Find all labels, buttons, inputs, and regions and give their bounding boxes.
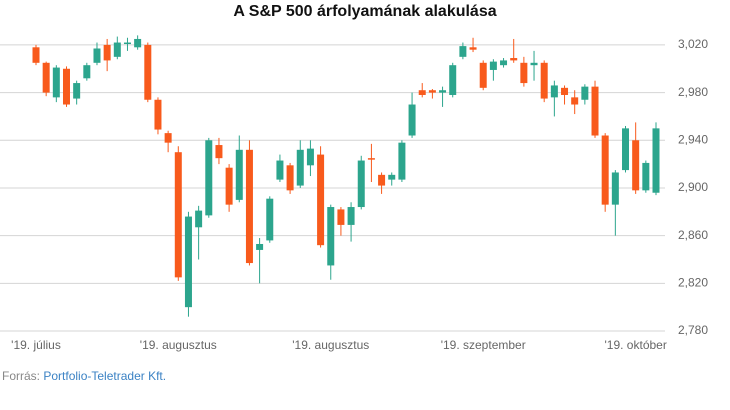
candle-body [256, 243, 264, 250]
x-tick-label: '19. szeptember [441, 338, 526, 352]
candle-body [601, 135, 609, 205]
candle-body [123, 42, 131, 45]
x-tick-label: '19. július [11, 338, 61, 352]
candle-body [418, 90, 426, 95]
y-tick-label: 3,020 [678, 37, 708, 51]
candle-body [245, 149, 253, 264]
candle-body [154, 99, 162, 130]
candle-body [306, 148, 314, 166]
y-tick-label: 2,780 [678, 323, 708, 337]
candle-body [622, 128, 630, 171]
candle-body [530, 62, 538, 66]
candle-body [337, 209, 345, 225]
candle-body [184, 216, 192, 308]
candle-body [581, 86, 589, 100]
candle-body [83, 65, 91, 79]
candle-body [550, 85, 558, 98]
x-tick-label: '19. augusztus [292, 338, 369, 352]
candle-body [113, 42, 121, 57]
candle-body [571, 97, 579, 105]
candle-body [408, 104, 416, 136]
candle-body [73, 83, 81, 99]
candle-body [469, 47, 477, 50]
candle-body [439, 90, 447, 93]
chart-title: A S&P 500 árfolyamának alakulása [233, 3, 496, 20]
candle-body [134, 38, 142, 48]
candle-body [652, 128, 660, 193]
candle-body [296, 149, 304, 186]
y-tick-label: 2,940 [678, 132, 708, 146]
candle-body [62, 68, 70, 105]
y-tick-label: 2,980 [678, 85, 708, 99]
candle-body [103, 44, 111, 61]
candle-body [42, 62, 50, 93]
candle-body [286, 165, 294, 191]
candle-body [93, 48, 101, 63]
chart: A S&P 500 árfolyamának alakulása 2,780 2,… [0, 3, 708, 352]
candle-body [347, 207, 355, 225]
y-tick-label: 2,900 [678, 180, 708, 194]
candle-body [561, 87, 569, 95]
candle-body [215, 145, 223, 159]
candle-body [32, 47, 40, 63]
candle-body [327, 207, 335, 266]
candle-body [378, 174, 386, 186]
candle-body [520, 62, 528, 84]
candle-body [195, 210, 203, 228]
source-label: Forrás: [2, 369, 41, 383]
candle-body [164, 133, 172, 143]
candle-body [144, 44, 152, 100]
candle-body [235, 149, 243, 200]
candle-body [398, 142, 406, 180]
candle-body [459, 46, 467, 57]
candle-body [489, 61, 497, 70]
candle-body [591, 86, 599, 136]
candle-body [632, 140, 640, 191]
candle-body [500, 60, 508, 66]
candle-body [611, 172, 619, 205]
candle-body [540, 62, 548, 99]
candle-body [225, 167, 233, 205]
source: Forrás: Portfolio-Teletrader Kft. [2, 369, 166, 383]
y-tick-label: 2,860 [678, 228, 708, 242]
candle-body [52, 67, 60, 98]
candle-body [266, 198, 274, 241]
source-link[interactable]: Portfolio-Teletrader Kft. [43, 369, 167, 383]
candle-body [205, 140, 213, 216]
candle-body [388, 174, 396, 180]
candle-body [174, 152, 182, 278]
candle-body [479, 62, 487, 88]
candle-body [317, 154, 325, 246]
x-tick-label: '19. október [605, 338, 667, 352]
candle-body [642, 162, 650, 191]
candle-body [276, 160, 284, 180]
candle-body [357, 160, 365, 208]
candle-body [428, 90, 436, 93]
candle-body [510, 58, 518, 61]
candle-body [367, 158, 375, 160]
candle-body [449, 65, 457, 95]
y-tick-label: 2,820 [678, 275, 708, 289]
x-tick-label: '19. augusztus [140, 338, 217, 352]
